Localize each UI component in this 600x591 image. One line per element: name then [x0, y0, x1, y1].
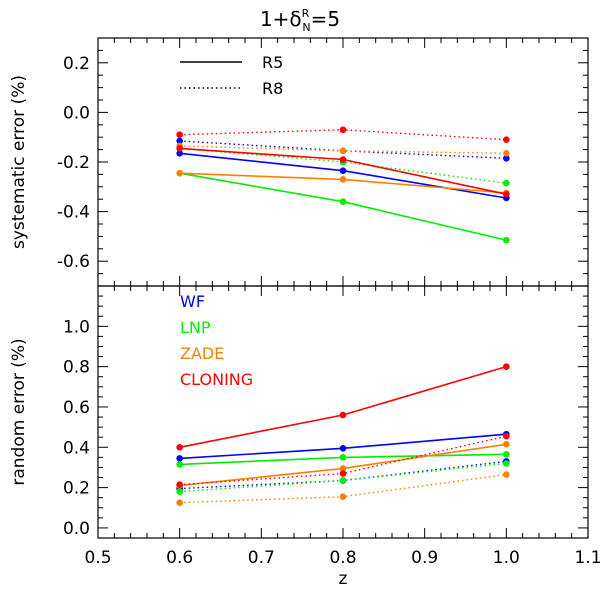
data-point-zade-r5 — [176, 169, 183, 177]
x-tick-label: 0.8 — [329, 548, 356, 568]
data-point-zade-r8 — [339, 493, 347, 500]
data-point-zade-r5 — [339, 465, 347, 472]
data-point-cloning-r5 — [176, 443, 183, 451]
data-point-wf-r5 — [339, 444, 347, 452]
y-tick-label: -0.2 — [57, 153, 90, 173]
data-point-zade-r8 — [503, 150, 510, 157]
random-error-panel: 0.0 0.2 0.4 0.6 0.8 1.0 random error (%) WF LNP Z… — [9, 285, 600, 589]
color-legend: WF LNP ZADE CLONING — [180, 292, 253, 389]
y-tick-label: -0.6 — [57, 252, 90, 272]
y-tick-label: 1.0 — [63, 317, 90, 337]
x-tick-label: 0.9 — [411, 548, 438, 568]
data-point-cloning-r5 — [503, 363, 510, 370]
data-point-zade-r8 — [339, 147, 347, 155]
data-point-lnp-r5 — [339, 198, 347, 205]
data-point-cloning-r5 — [503, 190, 510, 198]
legend-label-zade: ZADE — [180, 344, 224, 363]
data-point-zade-r5 — [339, 176, 347, 183]
y-axis-title: systematic error (%) — [9, 75, 29, 249]
y-tick-label: 0.2 — [63, 479, 90, 499]
x-tick-label: 1.0 — [493, 548, 520, 568]
legend-label-r8: R8 — [262, 79, 283, 98]
legend-label-wf: WF — [180, 292, 205, 311]
data-point-cloning-r5 — [339, 156, 347, 163]
x-axis-title: z — [339, 569, 348, 589]
data-point-cloning-r8 — [339, 126, 347, 134]
data-point-cloning-r8 — [503, 136, 510, 143]
systematic-error-panel: -0.6 -0.4 -0.2 0.0 0.2 systematic error (%) R5… — [9, 37, 589, 287]
data-point-wf-r8 — [503, 154, 510, 162]
data-point-lnp-r8 — [339, 477, 347, 484]
data-point-wf-r5 — [176, 455, 183, 462]
data-point-lnp-r8 — [176, 488, 183, 495]
y-tick-label: 0.6 — [63, 398, 90, 418]
y-tick-label: 0.8 — [63, 358, 90, 378]
data-point-zade-r8 — [503, 471, 510, 478]
y-tick-label: 0.0 — [63, 103, 90, 123]
series-line-cloning-r8 — [179, 435, 507, 486]
title-suffix: =5 — [311, 7, 340, 31]
series-line-lnp-r8 — [179, 147, 507, 184]
title-sub: N — [302, 21, 310, 34]
legend-label-cloning: CLONING — [180, 370, 253, 389]
y-axis-title: random error (%) — [9, 338, 29, 485]
legend-label-lnp: LNP — [180, 318, 211, 337]
data-point-cloning-r8 — [503, 432, 510, 440]
data-point-zade-r8 — [176, 499, 183, 507]
x-tick-label: 0.6 — [166, 548, 193, 568]
y-tick-label: -0.4 — [57, 203, 90, 223]
data-point-lnp-r8 — [503, 179, 510, 187]
data-point-lnp-r5 — [503, 236, 510, 244]
data-point-cloning-r8 — [339, 470, 347, 477]
y-tick-label: 0.0 — [63, 519, 90, 539]
series-line-wf-r8 — [179, 140, 507, 159]
chart-title: 1+δR N=5 — [260, 7, 340, 34]
y-tick-label: 0.4 — [63, 438, 90, 458]
x-tick-label: 0.7 — [248, 548, 275, 568]
data-point-lnp-r8 — [503, 460, 510, 467]
data-point-cloning-r5 — [339, 411, 347, 419]
title-prefix: 1+δ — [260, 7, 302, 31]
x-tick-label: 1.1 — [574, 548, 600, 568]
data-point-lnp-r5 — [503, 451, 510, 458]
series-line-wf-r8 — [179, 460, 507, 490]
chart-title-text: 1+δR N=5 — [260, 7, 340, 34]
y-tick-label: 0.2 — [63, 54, 90, 74]
title-sup: R — [302, 7, 310, 20]
legend-label-r5: R5 — [262, 53, 283, 72]
data-point-cloning-r5 — [176, 145, 183, 152]
x-tick-label: 0.5 — [84, 548, 111, 568]
data-point-zade-r5 — [503, 440, 510, 448]
data-point-lnp-r5 — [176, 461, 183, 468]
data-point-wf-r5 — [176, 150, 183, 157]
data-point-lnp-r5 — [339, 454, 347, 461]
series-line-lnp-r8 — [179, 462, 507, 493]
data-point-wf-r8 — [176, 137, 183, 145]
data-point-cloning-r8 — [176, 131, 183, 139]
data-point-wf-r5 — [339, 167, 347, 174]
data-point-cloning-r8 — [176, 481, 183, 488]
